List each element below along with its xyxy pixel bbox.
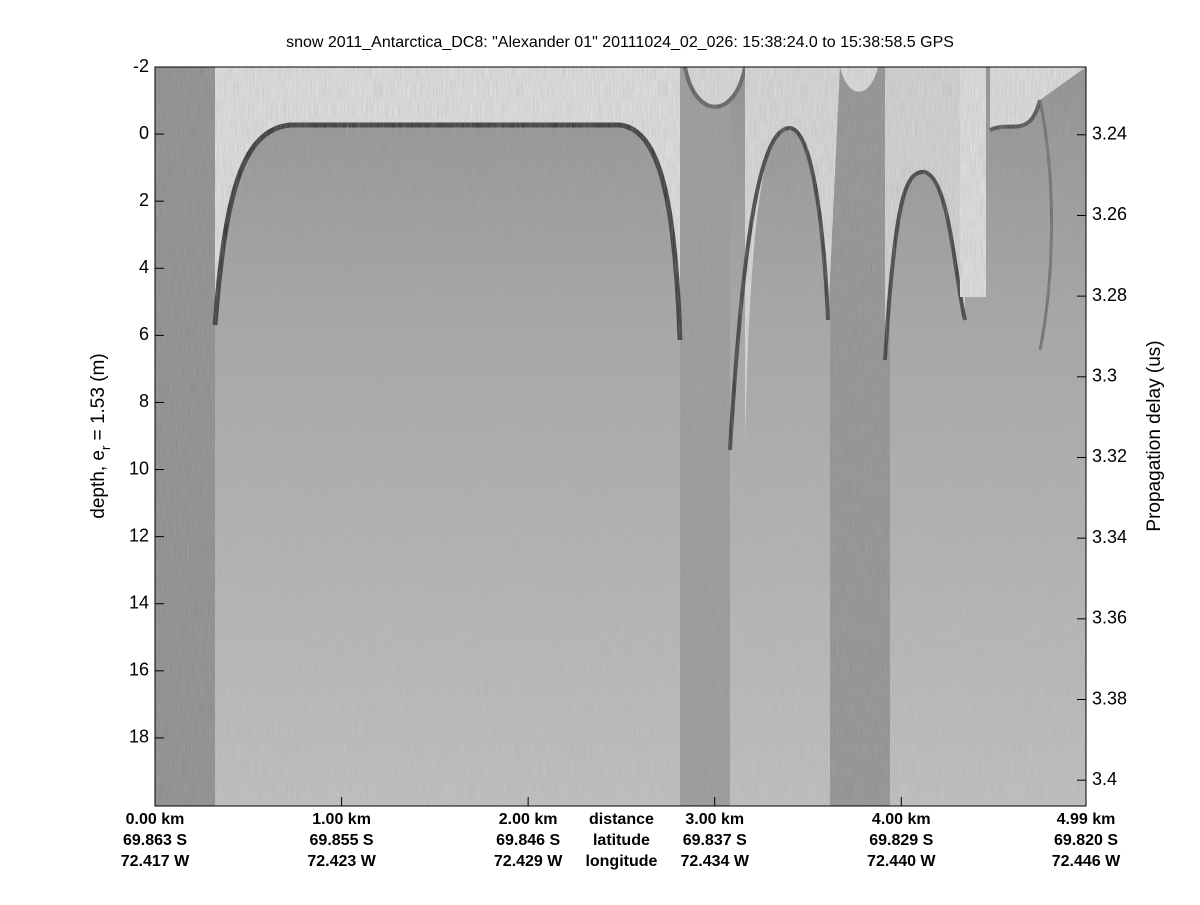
x-tick-label: 4.99 km (1057, 811, 1116, 828)
x-row-label: latitude (593, 832, 650, 849)
y-tick-label: 8 (139, 391, 149, 411)
x-tick-label: 3.00 km (685, 811, 744, 828)
echogram-image (155, 67, 1086, 806)
y-tick-label: -2 (133, 56, 149, 76)
latitude-label: 69.829 S (869, 832, 933, 849)
y-axis-label: depth, er = 1.53 (m) (88, 353, 113, 518)
longitude-label: 72.446 W (1052, 853, 1121, 870)
y2-tick-label: 3.36 (1092, 608, 1127, 628)
longitude-label: 72.440 W (867, 853, 936, 870)
y-tick-label: 14 (129, 592, 149, 612)
y2-tick-label: 3.34 (1092, 527, 1127, 547)
y-label-part: depth, e (88, 450, 109, 519)
latitude-label: 69.855 S (310, 832, 374, 849)
x-row-label: distance (589, 811, 654, 828)
x-tick-label: 4.00 km (872, 811, 931, 828)
y2-tick-label: 3.3 (1092, 366, 1117, 386)
longitude-label: 72.429 W (494, 853, 563, 870)
x-row-label: longitude (585, 853, 657, 870)
y2-tick-label: 3.28 (1092, 285, 1127, 305)
y-label-part: = 1.53 (m) (88, 353, 109, 445)
latitude-label: 69.846 S (496, 832, 560, 849)
y-tick-label: 12 (129, 525, 149, 545)
plot-frame (154, 66, 1087, 807)
y-tick-label: 2 (139, 190, 149, 210)
y-tick-label: 16 (129, 660, 149, 680)
y-tick-label: 10 (129, 458, 149, 478)
x-tick-label: 1.00 km (312, 811, 371, 828)
longitude-label: 72.434 W (680, 853, 749, 870)
y-label-subscript: r (98, 445, 113, 450)
x-tick-label: 2.00 km (499, 811, 558, 828)
y-tick-label: 18 (129, 727, 149, 747)
chart-title: snow 2011_Antarctica_DC8: "Alexander 01"… (286, 34, 954, 51)
latitude-label: 69.820 S (1054, 832, 1118, 849)
y-tick-label: 4 (139, 257, 149, 277)
latitude-label: 69.837 S (683, 832, 747, 849)
y-tick-label: 6 (139, 324, 149, 344)
y2-axis-label: Propagation delay (us) (1144, 340, 1165, 531)
longitude-label: 72.423 W (307, 853, 376, 870)
latitude-label: 69.863 S (123, 832, 187, 849)
y-tick-label: 0 (139, 123, 149, 143)
y2-tick-label: 3.38 (1092, 688, 1127, 708)
y2-tick-label: 3.24 (1092, 124, 1127, 144)
y2-tick-label: 3.26 (1092, 204, 1127, 224)
longitude-label: 72.417 W (121, 853, 190, 870)
y2-tick-label: 3.32 (1092, 446, 1127, 466)
x-tick-label: 0.00 km (126, 811, 185, 828)
y2-tick-label: 3.4 (1092, 769, 1117, 789)
